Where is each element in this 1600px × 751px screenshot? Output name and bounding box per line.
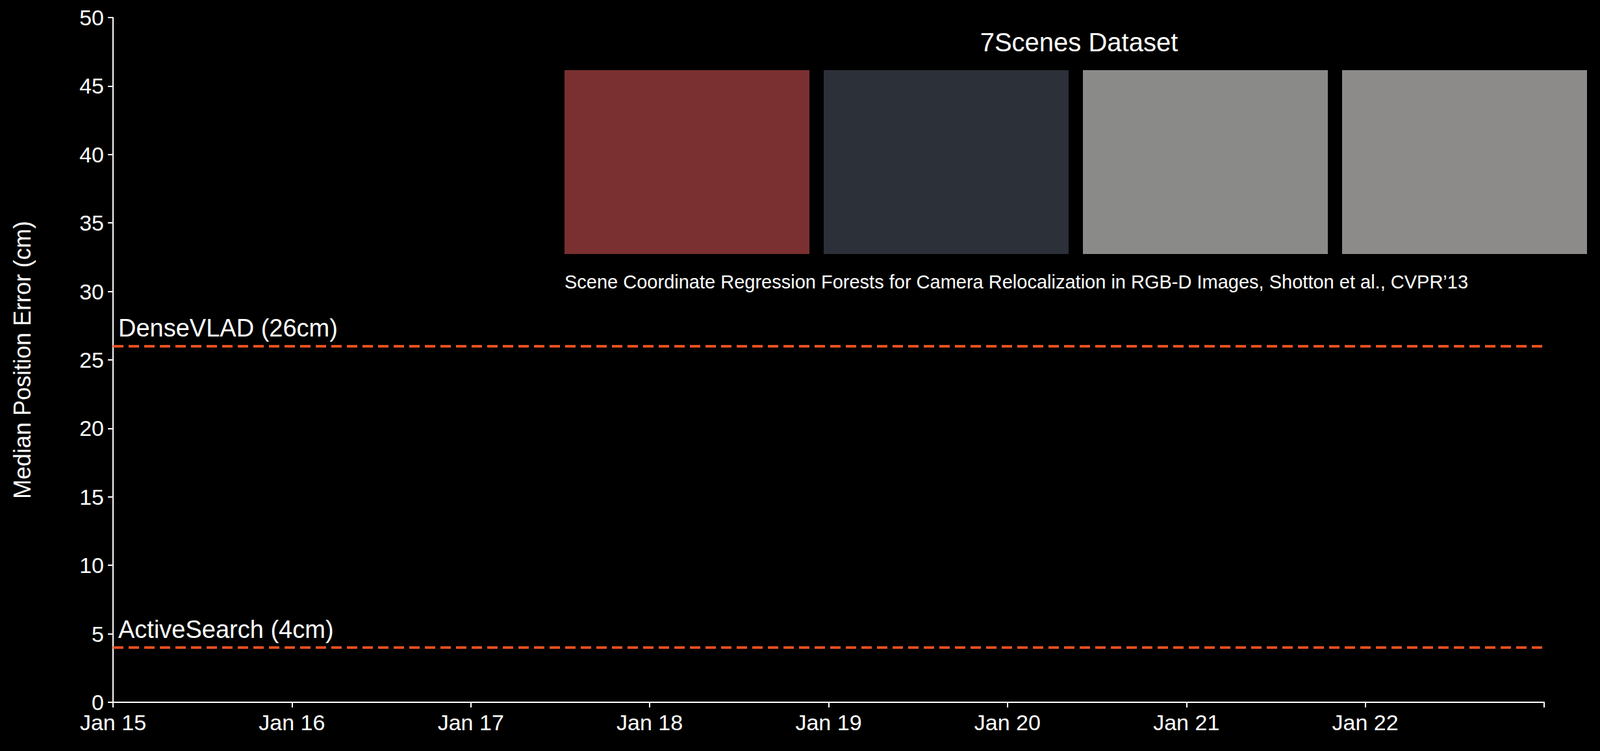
svg-text:50: 50 [79,5,104,30]
svg-text:45: 45 [79,73,104,99]
svg-text:Scene Coordinate Regression Fo: Scene Coordinate Regression Forests for … [564,271,1469,293]
svg-text:35: 35 [79,210,104,236]
svg-text:7Scenes Dataset: 7Scenes Dataset [980,27,1179,57]
svg-text:15: 15 [79,484,104,510]
svg-text:30: 30 [79,279,104,305]
svg-text:25: 25 [79,347,104,373]
svg-text:Jan 18: Jan 18 [616,710,683,735]
svg-text:ActiveSearch (4cm): ActiveSearch (4cm) [118,615,334,644]
svg-text:Jan 22: Jan 22 [1332,710,1399,735]
svg-text:Jan 19: Jan 19 [795,710,862,735]
svg-text:20: 20 [79,415,104,441]
svg-text:40: 40 [79,142,104,167]
svg-text:Jan 21: Jan 21 [1153,710,1220,735]
svg-text:Jan 16: Jan 16 [258,710,325,735]
svg-text:10: 10 [79,552,104,578]
svg-text:DenseVLAD (26cm): DenseVLAD (26cm) [118,314,338,342]
svg-text:Jan 20: Jan 20 [974,710,1041,735]
svg-text:Median Position Error (cm): Median Position Error (cm) [9,220,36,499]
svg-text:5: 5 [91,621,104,647]
svg-text:Jan 15: Jan 15 [79,710,147,735]
svg-text:Jan 17: Jan 17 [437,710,505,735]
svg-text:0: 0 [91,689,104,715]
